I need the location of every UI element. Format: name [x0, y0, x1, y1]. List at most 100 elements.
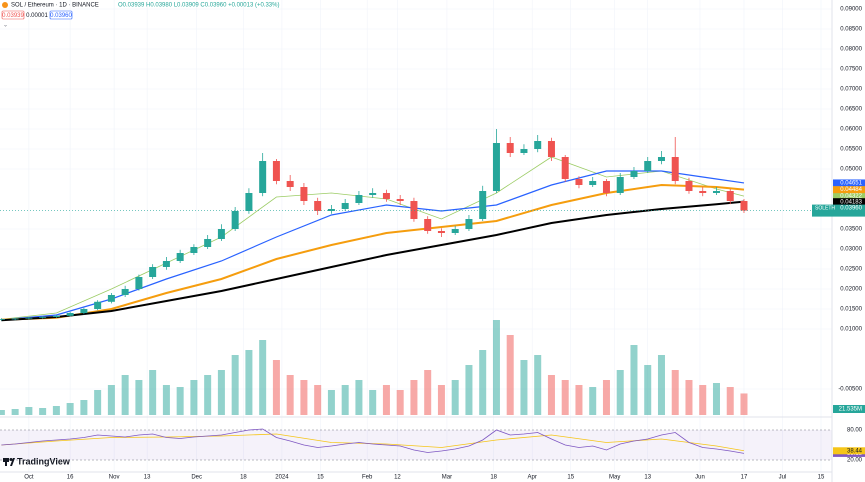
sell-box[interactable]: [1, 10, 25, 20]
logo-mark: [5, 458, 7, 466]
buy-box[interactable]: [49, 10, 73, 20]
x-tick-label: Mar: [442, 475, 452, 481]
x-tick-label: Dec: [191, 475, 202, 481]
x-tick-label: Jun: [695, 475, 705, 481]
x-tick-label: Apr: [528, 475, 537, 481]
candle-body: [52, 315, 60, 317]
symbol-title[interactable]: SOL / Ethereum · 1D · BINANCE: [11, 3, 99, 9]
volume-bar: [630, 345, 638, 415]
volume-bar: [589, 387, 597, 415]
volume-bar: [94, 390, 102, 415]
y-tick-label: 0.01500: [840, 307, 862, 313]
candle-body: [341, 203, 349, 209]
candle-body: [300, 187, 308, 201]
volume-bar: [369, 390, 377, 415]
candle-body: [204, 239, 212, 247]
candle-body: [685, 181, 693, 191]
candle-body: [479, 191, 487, 219]
candle-body: [726, 191, 734, 201]
axes: 0.09000 0.08500 0.08000 0.07500 0.07000 0.065…: [24, 7, 865, 481]
x-tick-label: 13: [644, 475, 651, 481]
candle-body: [11, 318, 19, 320]
candle-body: [410, 201, 418, 219]
y-tick-label: 0.03500: [840, 227, 862, 233]
candle-body: [327, 209, 335, 211]
volume-bar: [300, 380, 308, 415]
x-tick-label: May: [609, 475, 620, 481]
volume-bar: [204, 375, 212, 415]
candle-body: [589, 181, 597, 185]
volume-bar: [616, 370, 624, 415]
candle-body: [671, 157, 679, 181]
volume-bar: [396, 390, 404, 415]
candle-body: [561, 157, 569, 179]
volume-bar: [712, 383, 720, 415]
candle-body: [39, 317, 47, 318]
x-tick-label: 16: [67, 475, 74, 481]
grid: [0, 0, 832, 472]
logo-mark: [10, 458, 15, 466]
sell-price: 0.03939: [2, 13, 24, 19]
volume-bar: [80, 400, 88, 415]
x-tick-label: Oct: [24, 475, 34, 481]
candle-body: [135, 277, 143, 289]
candle-body: [602, 181, 610, 193]
y-tick-label: 0.07000: [840, 87, 862, 93]
rsi-line: [1, 428, 745, 454]
volume-bar: [259, 340, 267, 415]
y-tick-label: 0.01000: [840, 327, 862, 333]
volume-bar: [11, 409, 19, 415]
ma-value-label: 0.04183: [840, 199, 862, 205]
rsi-tick-label: 80.00: [847, 428, 863, 434]
ma-value-label: 0.04651: [840, 181, 862, 187]
volume-bar: [671, 370, 679, 415]
candle-body: [437, 231, 445, 233]
volume-bar: [424, 370, 432, 415]
volume-bar: [657, 355, 665, 415]
candle-body: [424, 219, 432, 231]
volume-bar: [699, 385, 707, 415]
x-tick-label: 18: [240, 475, 247, 481]
candle-body: [492, 143, 500, 191]
candle-body: [630, 171, 638, 177]
candle-body: [396, 199, 404, 201]
candle-body: [272, 161, 280, 181]
volume-bar: [506, 335, 514, 415]
x-tick-label: Feb: [362, 475, 373, 481]
rsi-ma-line: [1, 433, 745, 452]
volume-bar: [534, 355, 542, 415]
volume-bar: [602, 380, 610, 415]
candle-body: [245, 193, 253, 211]
candle-body: [534, 141, 542, 149]
volume-bar: [561, 380, 569, 415]
volume-bar: [341, 385, 349, 415]
moving-average: [1, 200, 745, 322]
ma-value-label: 0.04484: [840, 187, 862, 193]
volume-bar: [314, 385, 322, 415]
volume-bar: [121, 375, 129, 415]
candle-body: [616, 177, 624, 193]
ohlc-values: O0.03939 H0.03980 L0.03909 C0.03960 +0.0…: [118, 3, 279, 9]
volume-bar: [575, 385, 583, 415]
volume-bar: [465, 365, 473, 415]
volume-bar: [410, 380, 418, 415]
symbol-label: SOLETH: [815, 205, 835, 211]
price-label: 0.03960: [840, 206, 862, 212]
candle-body: [506, 143, 514, 153]
x-tick-label: 15: [317, 475, 324, 481]
volume-bar: [355, 380, 363, 415]
ma-value-tag: [833, 198, 865, 206]
volume-bar: [217, 370, 225, 415]
volume-bar: [190, 380, 198, 415]
volume-bar: [520, 360, 528, 415]
x-tick-label: 15: [818, 475, 825, 481]
y-tick-label: 0.06000: [840, 127, 862, 133]
volume-bar: [66, 403, 74, 415]
candle-body: [80, 309, 88, 313]
x-tick-label: 17: [741, 475, 748, 481]
candle-body: [107, 295, 115, 302]
y-tick-label: 0.05500: [840, 147, 862, 153]
collapse-icon[interactable]: ⌄: [3, 23, 8, 29]
